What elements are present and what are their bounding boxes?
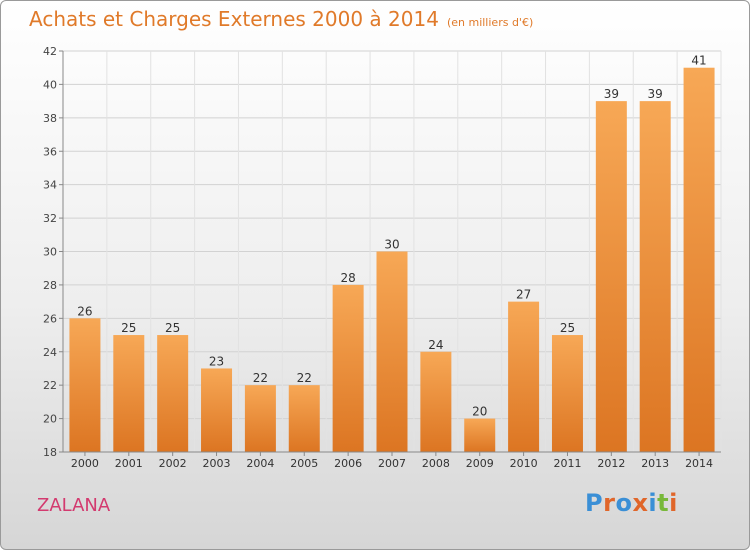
y-tick-label: 22 <box>43 379 57 392</box>
x-tick-label: 2002 <box>159 457 187 470</box>
x-tick-label: 2009 <box>466 457 494 470</box>
x-tick-label: 2003 <box>203 457 231 470</box>
proxiti-logo: Proxiti <box>585 489 678 517</box>
logo-letter: i <box>648 489 658 517</box>
bar-2003 <box>201 368 233 452</box>
x-tick-label: 2013 <box>641 457 669 470</box>
chart-title-unit: (en milliers d'€) <box>446 16 534 29</box>
y-tick-label: 20 <box>43 413 57 426</box>
labels: 18 20 22 24 26 28 30 32 34 36 38 40 42 26 2000 25 2001 25… <box>43 45 713 470</box>
bar-2000 <box>69 318 101 452</box>
y-tick-label: 38 <box>43 112 57 125</box>
x-tick-label: 2006 <box>334 457 362 470</box>
y-tick-label: 28 <box>43 279 57 292</box>
y-tick-label: 32 <box>43 212 57 225</box>
logo-letter: r <box>603 489 616 517</box>
y-tick-label: 36 <box>43 145 57 158</box>
y-tick-label: 42 <box>43 45 57 58</box>
bar-value-label: 22 <box>297 371 312 385</box>
y-tick-label: 18 <box>43 446 57 459</box>
y-tick-label: 26 <box>43 312 57 325</box>
bar-value-label: 39 <box>648 87 663 101</box>
x-tick-label: 2000 <box>71 457 99 470</box>
x-tick-label: 2014 <box>685 457 713 470</box>
bar-2012 <box>595 101 627 452</box>
bar-2008 <box>420 351 452 452</box>
chart-title-main: Achats et Charges Externes 2000 à 2014 <box>29 7 439 31</box>
bar-2011 <box>551 335 583 452</box>
x-tick-label: 2012 <box>597 457 625 470</box>
bar-2002 <box>157 335 189 452</box>
bar-value-label: 25 <box>121 321 136 335</box>
bar-2001 <box>113 335 145 452</box>
bar-2010 <box>508 301 540 452</box>
bars <box>69 67 715 452</box>
bar-2009 <box>464 418 496 452</box>
x-tick-label: 2008 <box>422 457 450 470</box>
logo-letter: o <box>615 489 633 517</box>
bar-value-label: 20 <box>472 405 487 419</box>
x-tick-label: 2004 <box>246 457 274 470</box>
bar-value-label: 28 <box>340 271 355 285</box>
bar-value-label: 23 <box>209 354 224 368</box>
bar-2014 <box>683 67 715 452</box>
y-tick-label: 40 <box>43 78 57 91</box>
bar-value-label: 41 <box>691 54 706 68</box>
y-tick-label: 24 <box>43 346 57 359</box>
bar-value-label: 25 <box>165 321 180 335</box>
x-tick-label: 2007 <box>378 457 406 470</box>
bar-value-label: 22 <box>253 371 268 385</box>
bar-value-label: 39 <box>604 87 619 101</box>
bar-2007 <box>376 251 408 452</box>
bar-value-label: 30 <box>384 238 399 252</box>
x-tick-label: 2011 <box>553 457 581 470</box>
x-tick-label: 2005 <box>290 457 318 470</box>
chart-title: Achats et Charges Externes 2000 à 2014 (e… <box>29 7 533 31</box>
logo-letter: P <box>585 489 604 517</box>
bar-2013 <box>639 101 671 452</box>
bar-2006 <box>332 284 364 452</box>
y-tick-label: 30 <box>43 246 57 259</box>
logo-letter: x <box>632 489 649 517</box>
bar-2004 <box>244 385 276 452</box>
bar-value-label: 27 <box>516 288 531 302</box>
bar-2005 <box>288 385 320 452</box>
y-tick-label: 34 <box>43 179 57 192</box>
bar-value-label: 26 <box>77 304 92 318</box>
bar-value-label: 24 <box>428 338 443 352</box>
x-tick-label: 2010 <box>510 457 538 470</box>
axes <box>59 50 721 456</box>
bar-value-label: 25 <box>560 321 575 335</box>
logo-letter: i <box>669 489 678 517</box>
logo-letter: t <box>657 489 670 517</box>
x-tick-label: 2001 <box>115 457 143 470</box>
region-name: ZALANA <box>37 495 111 516</box>
